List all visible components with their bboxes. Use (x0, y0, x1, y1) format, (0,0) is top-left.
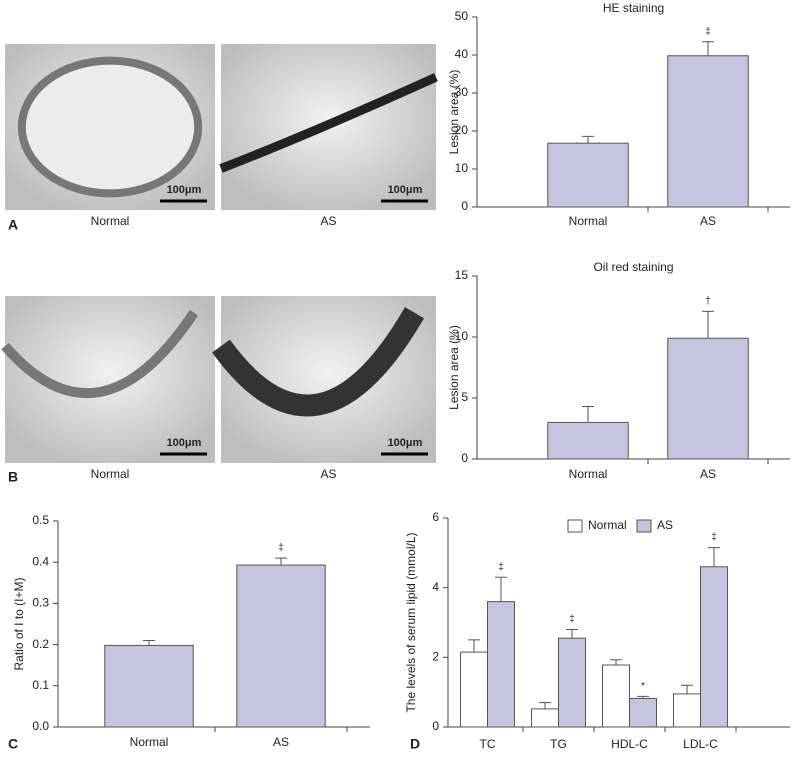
bar (487, 601, 515, 728)
y-tick-label: 0.3 (32, 596, 49, 610)
chart-title: Oil red staining (593, 260, 673, 274)
plaque (219, 73, 438, 173)
y-tick-label: 10 (455, 161, 469, 175)
panel-letter: D (410, 736, 420, 752)
bar (547, 142, 629, 208)
y-tick-label: 0 (432, 719, 439, 733)
error-bar (681, 684, 694, 694)
bar (629, 697, 657, 728)
significance-mark: ‡ (278, 543, 284, 554)
y-tick-label: 5 (461, 390, 468, 404)
x-tick-label: Normal (569, 467, 608, 481)
error-bar (539, 702, 552, 709)
bar (547, 421, 629, 460)
y-tick-label: 30 (455, 85, 469, 99)
significance-mark: ‡ (711, 532, 717, 543)
x-tick-label: HDL-C (611, 737, 648, 751)
y-tick-label: 0 (461, 451, 468, 465)
bar (460, 651, 488, 728)
y-tick-label: 0 (461, 199, 468, 213)
x-tick-label: TC (480, 737, 496, 751)
scale-bar-label: 100μm (388, 437, 423, 449)
error-bar (565, 628, 578, 639)
error-bar (702, 310, 714, 339)
x-tick-label: AS (273, 735, 289, 749)
error-bar (582, 406, 594, 423)
y-tick-label: 20 (455, 123, 469, 137)
legend-swatch (636, 519, 652, 533)
scale-bar-label: 100μm (388, 184, 423, 196)
y-tick-label: 0.5 (32, 513, 49, 527)
error-bar (707, 547, 720, 567)
panel-letter: C (8, 736, 18, 752)
y-tick-label: 4 (432, 580, 439, 594)
error-bar (468, 639, 481, 653)
y-tick-label: 0.4 (32, 554, 49, 568)
y-tick-label: 2 (432, 650, 439, 664)
y-axis-label: The levels of serum lipid (mmol/L) (404, 532, 418, 712)
bar (104, 644, 194, 728)
significance-mark: ‡ (569, 614, 575, 625)
chart-title: HE staining (603, 1, 664, 15)
y-tick-label: 0.2 (32, 637, 49, 651)
scale-bar-label: 100μm (167, 437, 202, 449)
y-tick-label: 10 (455, 329, 469, 343)
bar (667, 337, 749, 460)
x-tick-label: TG (550, 737, 567, 751)
x-tick-label: Normal (569, 214, 608, 228)
x-tick-label: AS (700, 467, 716, 481)
image-label: AS (320, 467, 336, 481)
scale-bar-label: 100μm (167, 184, 202, 196)
error-bar (143, 639, 155, 646)
y-tick-label: 40 (455, 47, 469, 61)
y-tick-label: 15 (455, 268, 469, 282)
significance-mark: ‡ (498, 562, 504, 573)
image-label: Normal (91, 467, 130, 481)
y-tick-label: 0.0 (32, 719, 49, 733)
significance-mark: † (705, 296, 711, 307)
bar (602, 664, 631, 728)
error-bar (610, 659, 623, 665)
x-tick-label: AS (700, 214, 716, 228)
panel-letter: A (8, 217, 18, 233)
error-bar (275, 557, 287, 566)
significance-mark: * (641, 681, 645, 692)
vessel-wall (17, 56, 203, 198)
y-axis-label: Lesion area (%) (447, 325, 461, 410)
legend-label: Normal (588, 518, 627, 532)
error-bar (582, 135, 594, 144)
error-bar (636, 695, 649, 699)
y-axis-label: Ratio of I to (I+M) (12, 577, 26, 670)
error-bar (702, 41, 714, 56)
error-bar (494, 576, 507, 602)
bar (667, 55, 749, 208)
y-axis-label: Lesion area (%) (447, 70, 461, 155)
bar (531, 708, 560, 728)
x-tick-label: LDL-C (683, 737, 718, 751)
bar (700, 566, 728, 728)
y-tick-label: 6 (432, 510, 439, 524)
y-tick-label: 50 (455, 9, 469, 23)
image-label: AS (320, 214, 336, 228)
panel-letter: B (8, 469, 18, 485)
image-label: Normal (91, 214, 130, 228)
bar (558, 637, 586, 728)
y-tick-label: 0.1 (32, 678, 49, 692)
vessel-wall (1, 309, 199, 399)
significance-mark: ‡ (705, 26, 711, 37)
vessel-wall (212, 307, 425, 417)
legend-label: AS (657, 518, 673, 532)
x-tick-label: Normal (130, 735, 169, 749)
legend-swatch (567, 519, 583, 533)
bar (673, 693, 702, 728)
bar (236, 564, 326, 728)
